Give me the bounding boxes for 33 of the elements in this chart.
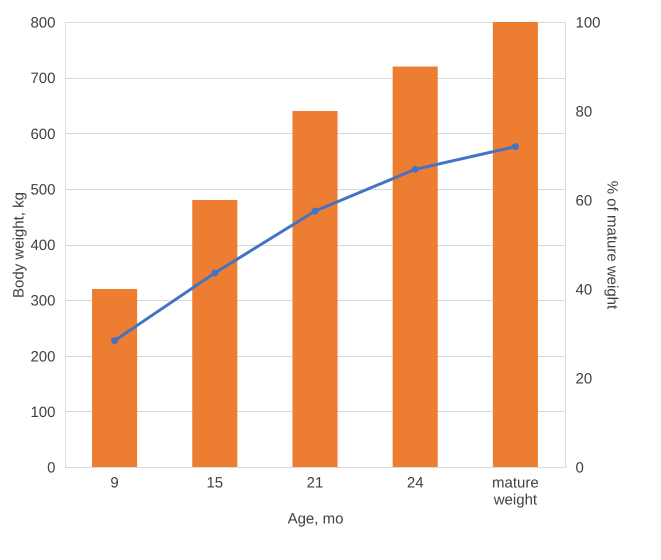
y-tick-label: 100	[30, 404, 56, 421]
point	[211, 269, 218, 277]
y-tick-label: 200	[30, 348, 56, 366]
y-tick-label: 700	[30, 70, 56, 88]
x-axis-title: Age, mo	[288, 510, 344, 528]
y2-tick-label: 0	[576, 460, 584, 476]
bar	[92, 289, 138, 467]
point	[111, 337, 118, 344]
bar	[292, 111, 338, 467]
y2-tick-label: 60	[576, 192, 592, 210]
y-tick-label: 400	[30, 237, 56, 254]
y2-tick-label: 80	[576, 104, 592, 120]
y2-tick-label: 100	[576, 14, 601, 32]
point	[512, 143, 519, 150]
y-tick-label: 0	[47, 460, 56, 476]
y-tick-label: 600	[30, 126, 56, 143]
y2-axis-title: % of mature weight	[604, 180, 621, 310]
x-tick-label: 24	[406, 474, 424, 492]
bar	[192, 200, 238, 467]
bar	[392, 66, 438, 467]
y2-tick-label: 40	[576, 282, 592, 298]
point	[412, 166, 419, 173]
y-tick-label: 500	[30, 181, 56, 198]
y2-tick-label: 20	[576, 370, 592, 388]
x-tick-label: 15	[206, 474, 224, 492]
x-tick-label: 21	[306, 474, 324, 492]
x-tick-label: mature weight	[492, 474, 539, 508]
y-tick-label: 800	[30, 14, 56, 32]
y-tick-label: 300	[30, 292, 56, 310]
x-tick-label: 9	[110, 474, 119, 492]
y-axis-title: Body weight, kg	[10, 192, 28, 298]
point	[311, 208, 319, 215]
bar	[492, 22, 538, 467]
